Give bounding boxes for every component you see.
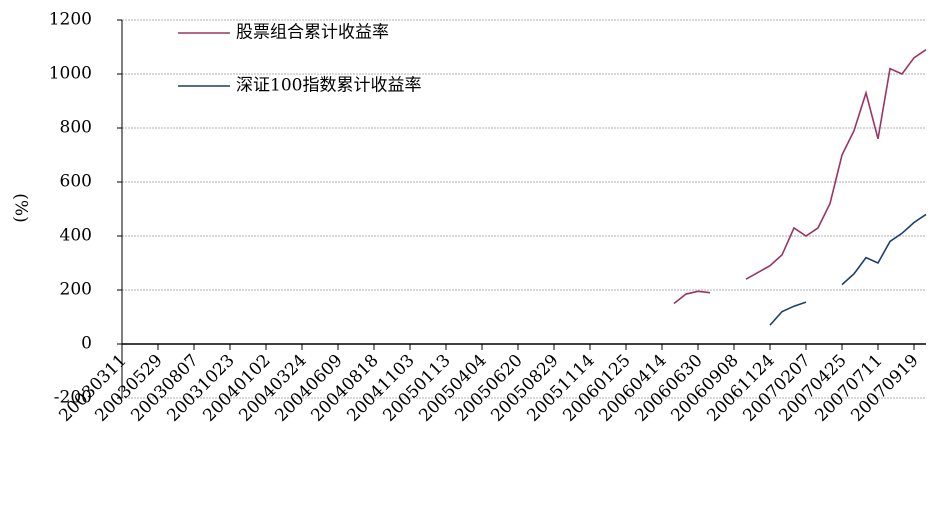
- y-tick-label: 1200: [49, 10, 92, 30]
- y-tick-label: 400: [60, 226, 92, 246]
- y-tick-label: 200: [60, 280, 92, 300]
- y-axis-label: (%): [11, 193, 31, 222]
- legend-label: 深证100指数累计收益率: [236, 76, 421, 96]
- series-line: [769, 213, 927, 326]
- legend-label: 股票组合累计收益率: [236, 23, 389, 43]
- y-tick-label: 800: [60, 118, 92, 138]
- y-tick-label: 600: [60, 172, 92, 192]
- y-tick-label: 1000: [49, 64, 92, 84]
- y-tick-label: -200: [54, 388, 92, 408]
- series-line: [673, 49, 927, 305]
- y-tick-label: 0: [81, 334, 92, 354]
